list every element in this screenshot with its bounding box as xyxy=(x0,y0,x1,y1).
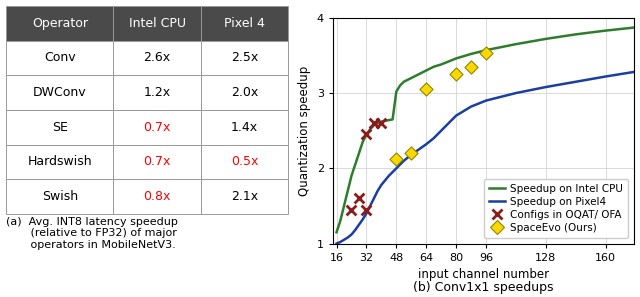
Text: 2.6x: 2.6x xyxy=(143,51,171,64)
Text: Conv: Conv xyxy=(44,51,76,64)
Point xyxy=(451,72,461,77)
Text: (b) Conv1x1 speedups: (b) Conv1x1 speedups xyxy=(413,281,554,294)
Text: 2.1x: 2.1x xyxy=(231,190,258,203)
Text: Intel CPU: Intel CPU xyxy=(129,17,186,30)
Point xyxy=(362,207,372,212)
Text: 0.8x: 0.8x xyxy=(143,190,171,203)
Bar xyxy=(113,145,201,179)
Point xyxy=(391,157,401,162)
Legend: Speedup on Intel CPU, Speedup on Pixel4, Configs in OQAT/ OFA, SpaceEvo (Ours): Speedup on Intel CPU, Speedup on Pixel4,… xyxy=(484,178,628,238)
Text: Swish: Swish xyxy=(42,190,78,203)
Point xyxy=(376,121,387,126)
Bar xyxy=(6,110,113,145)
Bar xyxy=(201,75,288,110)
Bar xyxy=(6,6,113,41)
Text: Pixel 4: Pixel 4 xyxy=(224,17,265,30)
Bar xyxy=(6,179,113,214)
Bar xyxy=(201,41,288,75)
Bar xyxy=(6,41,113,75)
Y-axis label: Quantization speedup: Quantization speedup xyxy=(298,66,311,196)
Text: 0.5x: 0.5x xyxy=(230,155,258,168)
Text: Hardswish: Hardswish xyxy=(28,155,92,168)
Text: Operator: Operator xyxy=(32,17,88,30)
Point xyxy=(406,151,417,156)
X-axis label: input channel number: input channel number xyxy=(418,268,548,281)
Bar xyxy=(113,75,201,110)
Point xyxy=(369,121,379,126)
Bar xyxy=(201,6,288,41)
Text: (a)  Avg. INT8 latency speedup
       (relative to FP32) of major
       operato: (a) Avg. INT8 latency speedup (relative … xyxy=(6,217,179,250)
Point xyxy=(362,132,372,137)
Bar xyxy=(201,179,288,214)
Point xyxy=(481,51,491,56)
Text: DWConv: DWConv xyxy=(33,86,86,99)
Text: 1.2x: 1.2x xyxy=(143,86,171,99)
Text: 2.0x: 2.0x xyxy=(231,86,258,99)
Bar xyxy=(113,41,201,75)
Bar xyxy=(113,179,201,214)
Text: 2.5x: 2.5x xyxy=(231,51,258,64)
Text: 0.7x: 0.7x xyxy=(143,155,171,168)
Bar xyxy=(6,145,113,179)
Bar xyxy=(113,110,201,145)
Bar xyxy=(6,75,113,110)
Text: SE: SE xyxy=(52,121,68,134)
Point xyxy=(354,196,364,201)
Point xyxy=(346,207,356,212)
Text: 1.4x: 1.4x xyxy=(231,121,258,134)
Bar xyxy=(201,110,288,145)
Text: 0.7x: 0.7x xyxy=(143,121,171,134)
Point xyxy=(466,64,476,69)
Bar xyxy=(201,145,288,179)
Point xyxy=(421,87,431,92)
Bar xyxy=(113,6,201,41)
